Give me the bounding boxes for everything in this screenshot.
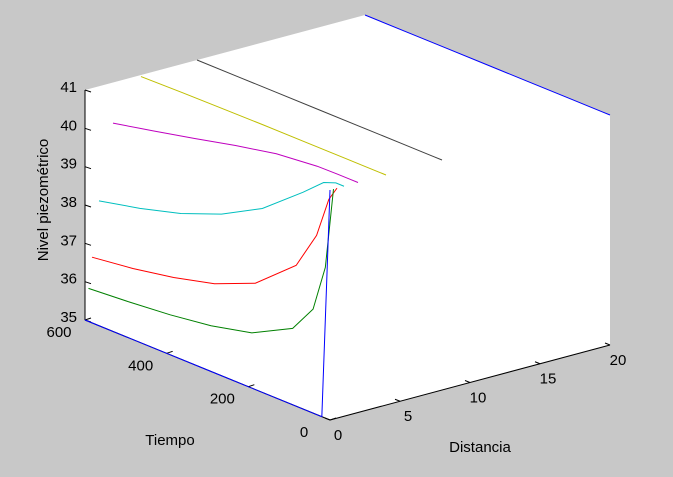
curve [88,189,334,334]
z-tick [84,204,92,208]
curve [98,182,345,215]
curve [196,59,443,161]
x-tick-label: 15 [540,371,557,388]
y-tick-label: 200 [210,391,235,408]
z-tick-label: 35 [60,309,77,326]
z-tick-label: 38 [60,194,77,211]
axes-background [85,15,610,420]
curve [112,122,359,183]
z-tick-label: 40 [60,117,77,134]
y-tick [329,417,337,421]
x-tick [464,380,471,383]
curve [140,76,387,176]
x-tick-label: 0 [334,427,342,444]
z-tick [84,166,92,170]
curve [91,187,338,285]
y-tick-label: 400 [128,357,153,374]
z-tick-label: 36 [60,271,77,288]
y-tick [166,350,173,354]
x-tick-label: 10 [470,389,487,406]
z-axis-label: Nivel piezométrico [35,139,52,262]
z-tick-label: 37 [60,232,77,249]
x-axis-label: Distancia [449,439,511,456]
z-tick [84,242,92,246]
curve [364,14,611,116]
y-axis-label: Tiempo [145,432,194,449]
x-tick-label: 5 [404,408,412,425]
curve [84,189,331,418]
x-tick [604,342,611,346]
x-tick [534,361,541,365]
y-tick [84,317,92,321]
y-tick-label: 600 [46,324,71,341]
x-tick [324,417,331,421]
y-tick [248,384,255,388]
x-tick-label: 20 [610,352,627,369]
z-tick [84,89,92,93]
z-tick-label: 41 [60,79,77,96]
x-tick [394,398,401,402]
z-tick-label: 39 [60,156,77,173]
y-tick-label: 0 [300,424,308,441]
z-tick [84,281,92,285]
z-tick [84,127,92,131]
